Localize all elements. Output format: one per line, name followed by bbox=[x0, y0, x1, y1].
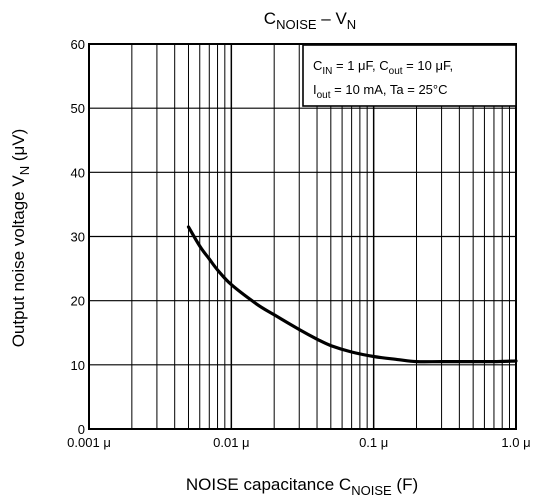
series-line bbox=[186, 225, 518, 364]
x-tick-label: 0.01 μ bbox=[213, 435, 249, 450]
conditions-box bbox=[302, 44, 517, 107]
y-tick-labels: 0 10 20 30 40 50 60 bbox=[71, 37, 85, 437]
y-tick-label: 10 bbox=[71, 358, 85, 373]
x-tick-label: 0.001 μ bbox=[67, 435, 111, 450]
x-tick-label: 1.0 μ bbox=[501, 435, 530, 450]
conditions-line-1: CIN = 1 μF, Cout = 10 μF, bbox=[313, 58, 453, 77]
y-tick-label: 20 bbox=[71, 294, 85, 309]
conditions-line-2: Iout = 10 mA, Ta = 25°C bbox=[313, 82, 448, 101]
x-axis-label: NOISE capacitance CNOISE (F) bbox=[186, 475, 418, 498]
y-tick-label: 60 bbox=[71, 37, 85, 52]
chart-title: CNOISE – VN bbox=[264, 9, 356, 32]
grid bbox=[88, 43, 516, 430]
plot-frame bbox=[88, 43, 517, 430]
x-tick-labels: 0.001 μ 0.01 μ 0.1 μ 1.0 μ bbox=[67, 435, 530, 450]
y-tick-label: 0 bbox=[78, 422, 85, 437]
y-tick-label: 50 bbox=[71, 101, 85, 116]
y-tick-label: 40 bbox=[71, 165, 85, 180]
y-axis-label: Output noise voltage VN (μV) bbox=[9, 129, 32, 348]
x-tick-label: 0.1 μ bbox=[359, 435, 388, 450]
y-tick-label: 30 bbox=[71, 230, 85, 245]
